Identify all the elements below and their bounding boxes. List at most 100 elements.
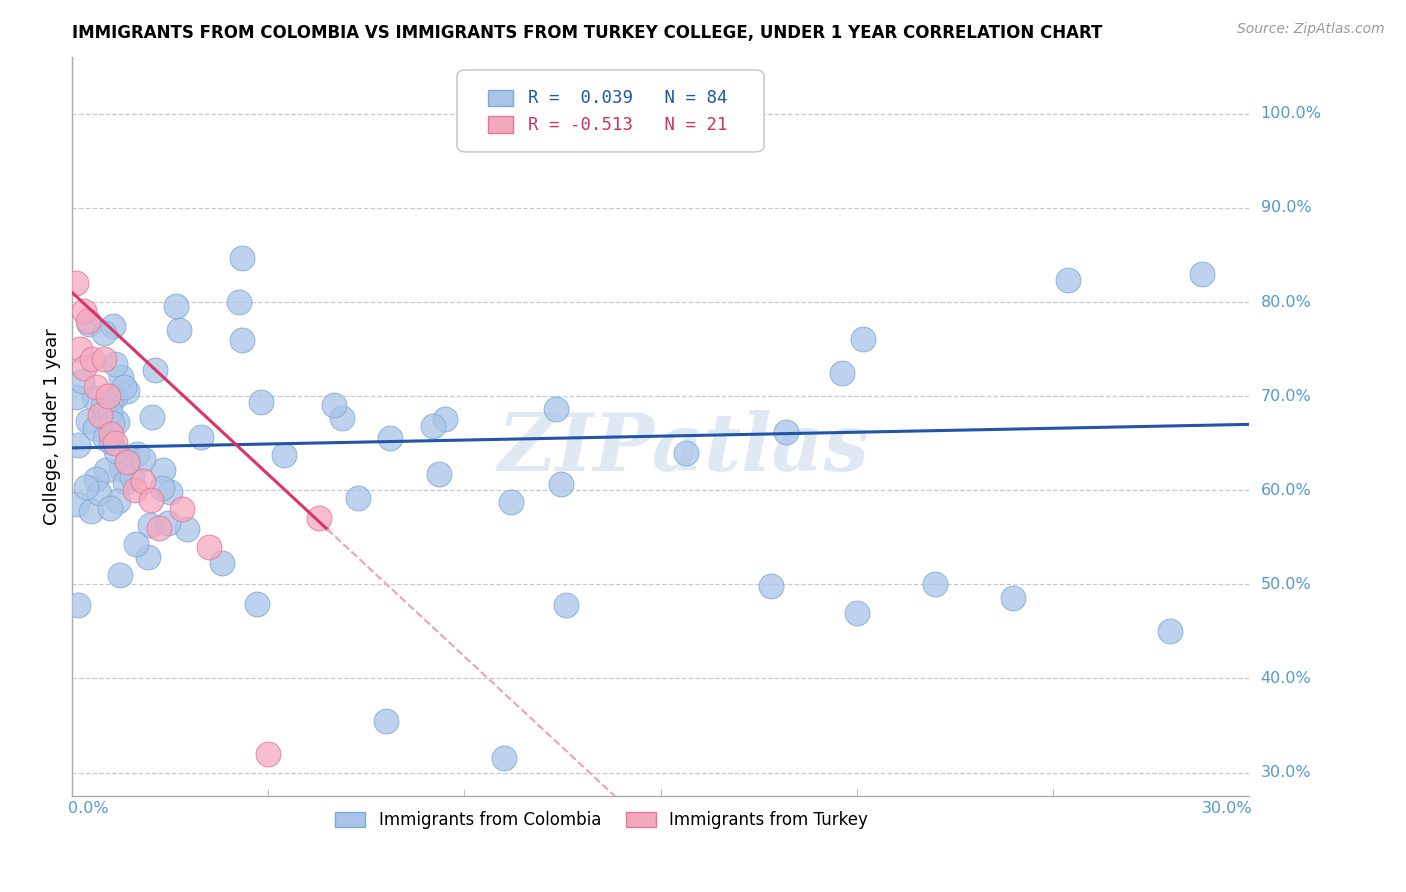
Point (108, 568, 131, 582)
Point (139, 492, 162, 507)
Point (198, 540, 221, 554)
Point (1057, 273, 1080, 287)
Point (69, 342, 91, 356)
Point (1002, 591, 1025, 606)
Point (77, 314, 100, 328)
Point (80, 351, 103, 366)
Text: 70.0%: 70.0% (1261, 389, 1312, 404)
Point (66, 438, 89, 452)
Point (132, 474, 155, 488)
Text: 50.0%: 50.0% (1261, 577, 1312, 592)
Point (101, 416, 124, 430)
Point (139, 518, 162, 533)
Point (347, 491, 370, 506)
Point (167, 322, 190, 336)
Point (159, 484, 181, 499)
Point (100, 435, 122, 450)
Point (117, 450, 139, 465)
Point (308, 511, 330, 525)
Text: 90.0%: 90.0% (1261, 201, 1312, 216)
Point (104, 357, 127, 371)
Point (434, 412, 457, 426)
Point (852, 332, 875, 346)
Point (250, 395, 273, 409)
Point (104, 390, 127, 404)
Point (125, 537, 148, 551)
Point (80, 504, 103, 518)
Point (110, 462, 132, 476)
Point (84, 421, 107, 435)
Text: 0.0%: 0.0% (69, 801, 108, 816)
Point (94, 431, 117, 445)
Point (66, 598, 89, 612)
FancyBboxPatch shape (488, 90, 513, 106)
Legend: Immigrants from Colombia, Immigrants from Turkey: Immigrants from Colombia, Immigrants fro… (329, 805, 875, 836)
Point (104, 444, 127, 458)
Point (72, 374, 94, 388)
Point (375, 714, 398, 728)
Point (73, 304, 96, 318)
Point (105, 415, 128, 429)
Point (176, 522, 198, 536)
Point (114, 380, 136, 394)
Point (96, 389, 118, 403)
FancyBboxPatch shape (457, 70, 763, 152)
Point (617, 83, 640, 97)
Point (115, 455, 138, 469)
Point (152, 463, 174, 477)
Point (231, 251, 253, 265)
Point (110, 370, 132, 384)
Y-axis label: College, Under 1 year: College, Under 1 year (44, 328, 60, 525)
Point (75, 480, 97, 494)
Point (156, 516, 179, 531)
Point (170, 502, 193, 516)
Point (132, 451, 155, 466)
Text: 40.0%: 40.0% (1261, 671, 1312, 686)
Text: R = -0.513   N = 21: R = -0.513 N = 21 (527, 116, 727, 134)
Text: 30.0%: 30.0% (1202, 801, 1253, 816)
Point (143, 363, 166, 377)
Point (121, 470, 143, 484)
Point (124, 483, 146, 498)
Point (759, 579, 782, 593)
Text: Source: ZipAtlas.com: Source: ZipAtlas.com (1237, 22, 1385, 37)
Point (231, 333, 253, 347)
Point (675, 446, 697, 460)
Point (94, 405, 117, 419)
Point (100, 426, 122, 441)
Point (65, 390, 87, 404)
Point (831, 366, 853, 380)
Point (211, 556, 233, 570)
Point (77, 318, 100, 332)
Point (427, 467, 450, 482)
Point (93, 326, 115, 340)
Point (84, 380, 107, 394)
Text: IMMIGRANTS FROM COLOMBIA VS IMMIGRANTS FROM TURKEY COLLEGE, UNDER 1 YEAR CORRELA: IMMIGRANTS FROM COLOMBIA VS IMMIGRANTS F… (72, 24, 1102, 42)
Point (66, 498, 89, 512)
Point (422, 419, 444, 434)
Point (94, 463, 117, 477)
Point (83, 392, 105, 406)
Point (141, 409, 163, 424)
Point (546, 401, 568, 416)
Point (114, 475, 136, 489)
Point (499, 494, 522, 508)
Point (84, 472, 107, 486)
Point (246, 597, 269, 611)
Point (107, 494, 129, 508)
Point (273, 448, 295, 462)
Point (845, 606, 868, 620)
Text: ZIPatlas: ZIPatlas (498, 410, 870, 488)
Point (89, 408, 111, 422)
Point (190, 430, 212, 444)
Point (93, 351, 115, 366)
Point (150, 481, 173, 495)
Point (165, 299, 187, 313)
Point (65, 277, 87, 291)
Point (87, 485, 110, 500)
Point (924, 577, 946, 591)
Text: 30.0%: 30.0% (1261, 765, 1312, 780)
Point (148, 521, 170, 535)
Point (91, 399, 114, 413)
Text: 100.0%: 100.0% (1261, 106, 1322, 121)
